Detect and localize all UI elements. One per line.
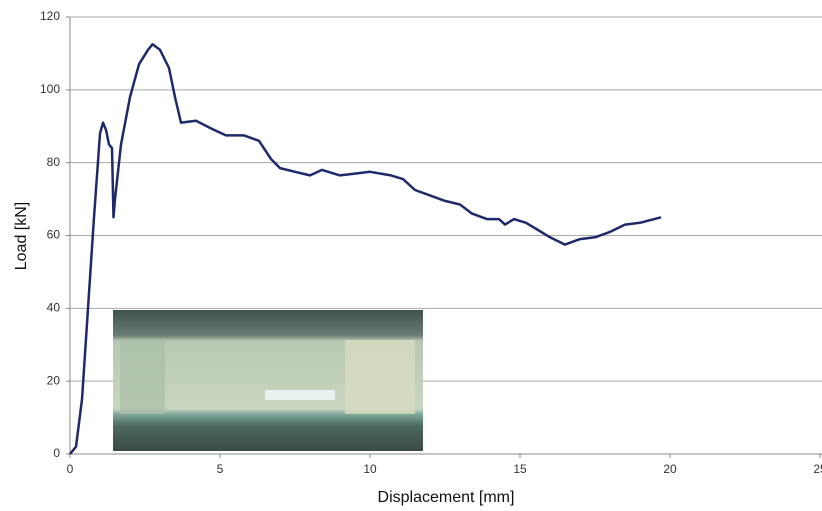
inset-photo	[113, 310, 423, 451]
x-tick-label: 5	[217, 462, 224, 476]
data-line	[69, 43, 662, 455]
x-tick-label: 25	[813, 462, 822, 476]
x-tick-label: 10	[363, 462, 377, 476]
y-tick-label: 40	[47, 301, 61, 315]
y-axis-label: Load [kN]	[13, 202, 30, 270]
x-tick-label: 0	[67, 462, 74, 476]
y-tick-label: 60	[47, 228, 61, 242]
x-tick-label: 15	[513, 462, 527, 476]
y-tick-label: 100	[40, 82, 60, 96]
x-axis-label: Displacement [mm]	[378, 489, 515, 506]
y-tick-label: 20	[47, 373, 61, 387]
y-tick-label: 0	[53, 446, 60, 460]
y-tick-label: 120	[40, 9, 60, 23]
y-tick-label: 80	[47, 155, 61, 169]
x-tick-label: 20	[663, 462, 677, 476]
